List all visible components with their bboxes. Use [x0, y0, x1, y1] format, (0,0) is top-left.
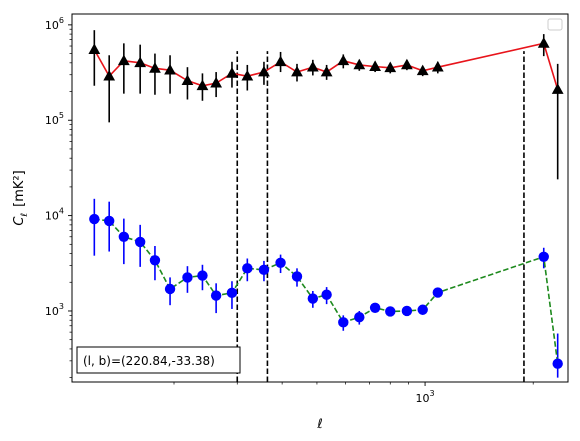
ticks [68, 24, 534, 386]
series-1-point-19 [369, 60, 382, 71]
x-axis-title: ℓ [316, 417, 322, 432]
y-tick-label-2: 104 [45, 207, 64, 223]
series-2-point-2 [103, 215, 115, 227]
y-tick-label-base: 10 [45, 305, 59, 318]
vertical-lines [236, 51, 525, 382]
x-tick-label-1: 103 [416, 389, 435, 405]
series-1-point-24 [537, 37, 550, 48]
series-2-point-14 [291, 271, 303, 282]
series-2-point-15 [307, 293, 319, 304]
legend [547, 18, 563, 31]
series-1-point-21 [401, 58, 413, 70]
series-2-point-21 [401, 305, 413, 317]
y-axis-title-main: C [12, 216, 27, 226]
series-2-point-22 [417, 304, 428, 315]
series-1-point-8 [196, 79, 209, 91]
series-1-point-2 [103, 69, 116, 81]
x-tick-label-exponent: 3 [430, 389, 435, 398]
y-tick-label-exponent: 3 [59, 302, 64, 311]
series-1-point-15 [306, 60, 319, 72]
annotation-text: (l, b)=(220.84,-33.38) [83, 354, 215, 368]
series-1-point-3 [117, 54, 130, 66]
y-axis-title-unit: [mK²] [12, 170, 27, 207]
series-1-point-14 [291, 65, 303, 77]
series-1-point-16 [320, 65, 333, 77]
series-2-point-5 [149, 255, 161, 266]
series-1-point-6 [164, 63, 176, 75]
series-1-point-10 [226, 67, 238, 78]
series-2-point-1 [89, 213, 100, 225]
series-1-point-22 [416, 64, 429, 76]
series-layer [88, 30, 564, 378]
plot-frame [71, 13, 569, 383]
annotation-box [76, 346, 241, 374]
series-1-point-11 [241, 69, 254, 81]
series-1-point-17 [337, 54, 350, 66]
series-2-point-9 [210, 290, 222, 301]
y-tick-label-exponent: 5 [59, 111, 64, 120]
series-2-point-12 [258, 264, 270, 276]
series-2-point-8 [197, 270, 208, 281]
series-1-point-1 [88, 43, 101, 54]
series-2 [89, 198, 563, 378]
series-2-point-19 [369, 302, 381, 313]
series-1-point-5 [149, 62, 161, 73]
y-axis-title-sub: ℓ [20, 213, 30, 218]
series-2-point-7 [182, 272, 193, 283]
y-tick-label-1: 103 [45, 302, 64, 318]
series-2-point-6 [164, 283, 176, 295]
series-1-point-12 [258, 65, 270, 77]
series-1-point-23 [431, 60, 444, 72]
series-1-point-18 [353, 58, 366, 70]
series-1-point-4 [134, 56, 147, 68]
x-tick-label-base: 10 [416, 392, 430, 405]
series-2-point-3 [118, 231, 130, 242]
series-2-point-24 [538, 251, 549, 262]
y-tick-label-base: 10 [45, 210, 59, 223]
y-tick-label-base: 10 [45, 114, 59, 127]
series-2-point-20 [385, 306, 396, 317]
series-1-point-20 [384, 61, 397, 73]
series-1-point-13 [274, 55, 287, 67]
series-2-point-16 [321, 289, 332, 300]
y-tick-label-base: 10 [45, 19, 59, 32]
series-1-point-9 [210, 76, 223, 88]
y-tick-label-exponent: 6 [59, 16, 64, 25]
series-1 [88, 30, 564, 180]
series-2-point-4 [134, 236, 146, 248]
series-2-point-10 [226, 287, 238, 299]
series-2-point-18 [354, 312, 365, 323]
series-2-point-13 [275, 257, 286, 268]
series-2-point-11 [242, 263, 253, 274]
y-tick-label-4: 106 [45, 16, 64, 32]
y-axis-title: Cℓ [mK²] [12, 170, 30, 225]
y-tick-label-exponent: 4 [59, 207, 64, 216]
series-1-point-25 [551, 83, 564, 94]
series-2-point-17 [338, 317, 349, 328]
series-1-point-7 [181, 74, 194, 85]
y-tick-label-3: 105 [45, 111, 64, 127]
series-2-point-23 [432, 287, 443, 298]
series-2-point-25 [552, 358, 563, 369]
